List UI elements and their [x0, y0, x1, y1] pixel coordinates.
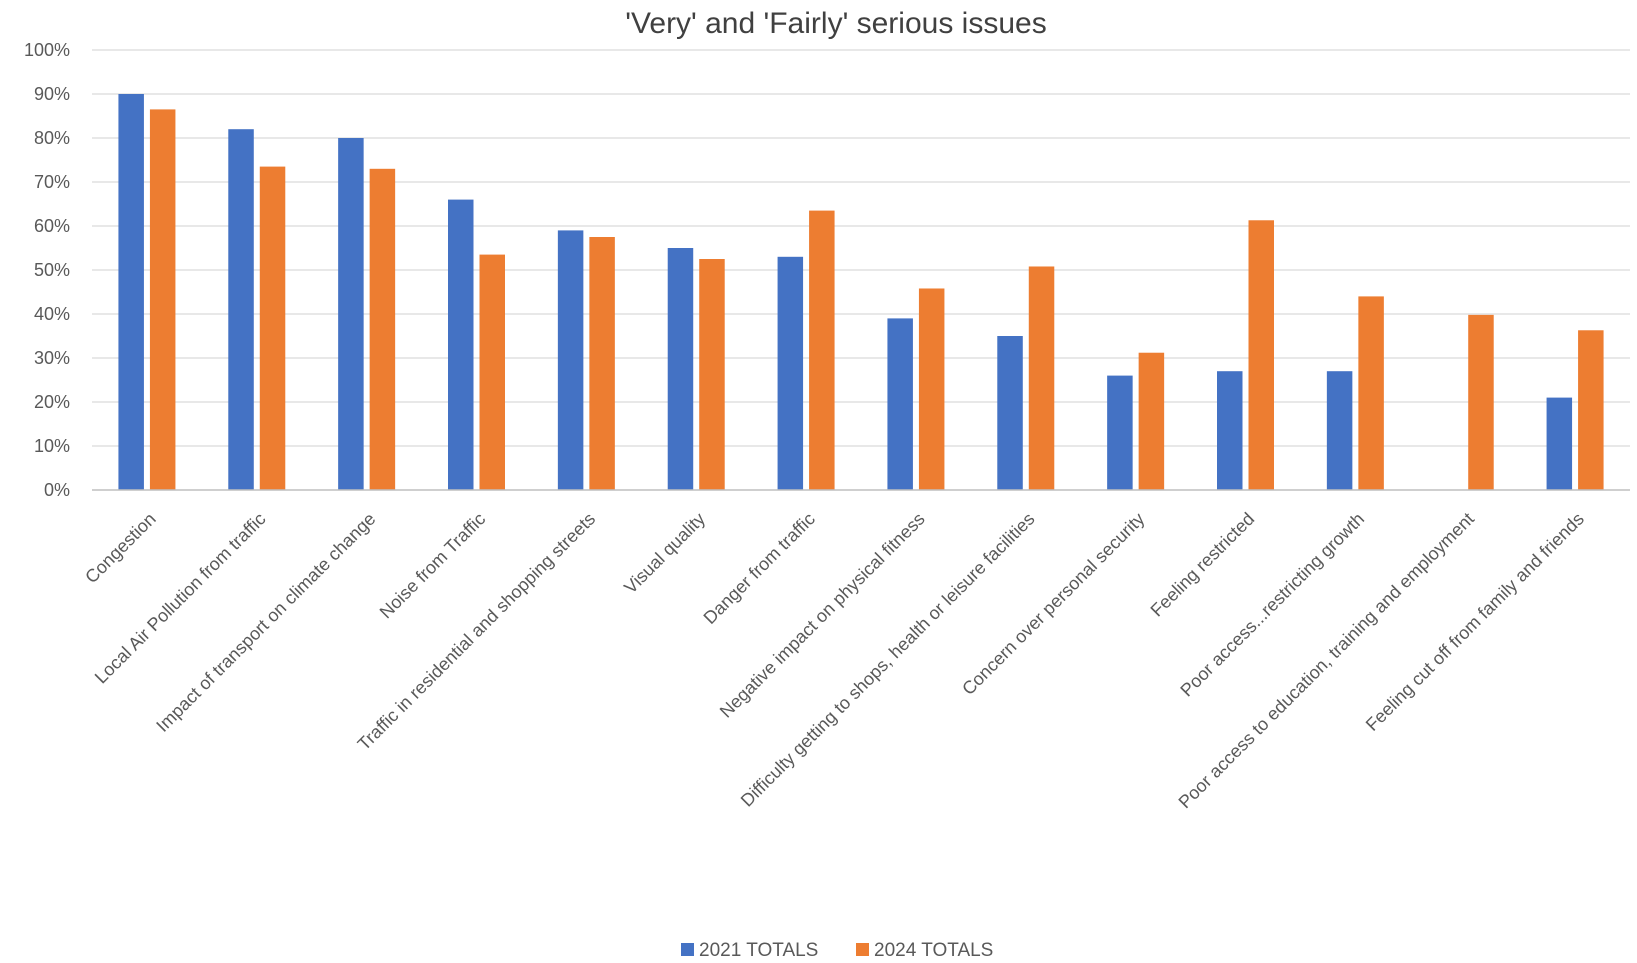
- bar-2021-totals-impact-of-transport-on-climate-change: [338, 138, 364, 490]
- y-tick-label: 80%: [34, 128, 70, 148]
- y-tick-label: 0%: [44, 480, 70, 500]
- legend: 2021 TOTALS 2024 TOTALS: [681, 940, 993, 961]
- x-category-label: Noise from Traffic: [376, 509, 490, 623]
- x-category-label: Danger from traffic: [700, 509, 819, 628]
- bar-2024-totals-concern-over-personal-security: [1138, 352, 1165, 490]
- bar-2024-totals-noise-from-traffic: [479, 254, 505, 490]
- bar-2024-totals-difficulty-getting-to-shops-health-or-leisure-facilities: [1028, 266, 1055, 490]
- y-tick-label: 40%: [34, 304, 70, 324]
- bar-2024-totals-traffic-in-residential-and-shopping-streets: [589, 237, 615, 490]
- legend-label-2021-totals: 2021 TOTALS: [699, 940, 818, 961]
- legend-swatch-2021-totals: [681, 943, 694, 956]
- x-category-label: Feeling restricted: [1147, 509, 1259, 621]
- x-category-label: Congestion: [81, 509, 160, 588]
- gridlines: [92, 49, 1630, 447]
- x-category-label: Feeling cut off from family and friends: [1362, 509, 1588, 735]
- bar-2021-totals-poor-access-restricting-growth: [1326, 371, 1353, 490]
- bar-2024-totals-feeling-restricted: [1248, 220, 1274, 490]
- y-axis-ticks: 0% 10% 20% 30% 40% 50% 60% 70% 80% 90% 100%: [24, 40, 70, 500]
- bar-2024-totals-feeling-cut-off-from-family-and-friends: [1578, 330, 1604, 490]
- bar-2024-totals-visual-quality: [699, 259, 725, 490]
- bar-2021-totals-traffic-in-residential-and-shopping-streets: [557, 230, 584, 490]
- y-tick-label: 20%: [34, 392, 70, 412]
- x-category-label: Negative impact on physical fitness: [716, 509, 929, 722]
- y-tick-label: 90%: [34, 84, 70, 104]
- legend-swatch-2024-totals: [856, 943, 869, 956]
- bar-2021-totals-congestion: [118, 94, 144, 490]
- bar-2021-totals-danger-from-traffic: [777, 256, 804, 490]
- y-tick-label: 30%: [34, 348, 70, 368]
- legend-label-2024-totals: 2024 TOTALS: [874, 940, 993, 961]
- bar-2021-totals-visual-quality: [667, 248, 694, 490]
- bar-2021-totals-noise-from-traffic: [448, 199, 474, 490]
- bar-2024-totals-danger-from-traffic: [809, 210, 835, 490]
- bar-2021-totals-difficulty-getting-to-shops-health-or-leisure-facilities: [997, 336, 1023, 490]
- x-category-label: Impact of transport on climate change: [152, 509, 379, 736]
- y-tick-label: 50%: [34, 260, 70, 280]
- x-category-label: Concern over personal security: [958, 509, 1148, 699]
- x-category-label: Visual quality: [620, 509, 709, 598]
- bar-2024-totals-poor-access-to-education-training-and-employment: [1468, 314, 1494, 490]
- bar-2021-totals-negative-impact-on-physical-fitness: [887, 318, 913, 490]
- x-category-label: Traffic in residential and shopping stre…: [354, 509, 599, 754]
- bar-2024-totals-poor-access-restricting-growth: [1358, 296, 1384, 490]
- y-tick-label: 100%: [24, 40, 70, 60]
- x-category-label: Poor access...restricting growth: [1176, 509, 1368, 701]
- bar-2021-totals-local-air-pollution-from-traffic: [228, 129, 254, 490]
- bar-2021-totals-feeling-cut-off-from-family-and-friends: [1546, 397, 1573, 490]
- bar-2021-totals-feeling-restricted: [1217, 371, 1243, 490]
- y-tick-label: 60%: [34, 216, 70, 236]
- y-tick-label: 10%: [34, 436, 70, 456]
- bar-2024-totals-local-air-pollution-from-traffic: [259, 166, 286, 490]
- chart-title: 'Very' and 'Fairly' serious issues: [625, 7, 1046, 40]
- bar-2024-totals-congestion: [149, 109, 176, 491]
- bar-2024-totals-impact-of-transport-on-climate-change: [369, 168, 396, 491]
- y-tick-label: 70%: [34, 172, 70, 192]
- bar-2024-totals-negative-impact-on-physical-fitness: [918, 288, 945, 490]
- bars: [118, 94, 1604, 491]
- bar-2021-totals-concern-over-personal-security: [1107, 375, 1133, 490]
